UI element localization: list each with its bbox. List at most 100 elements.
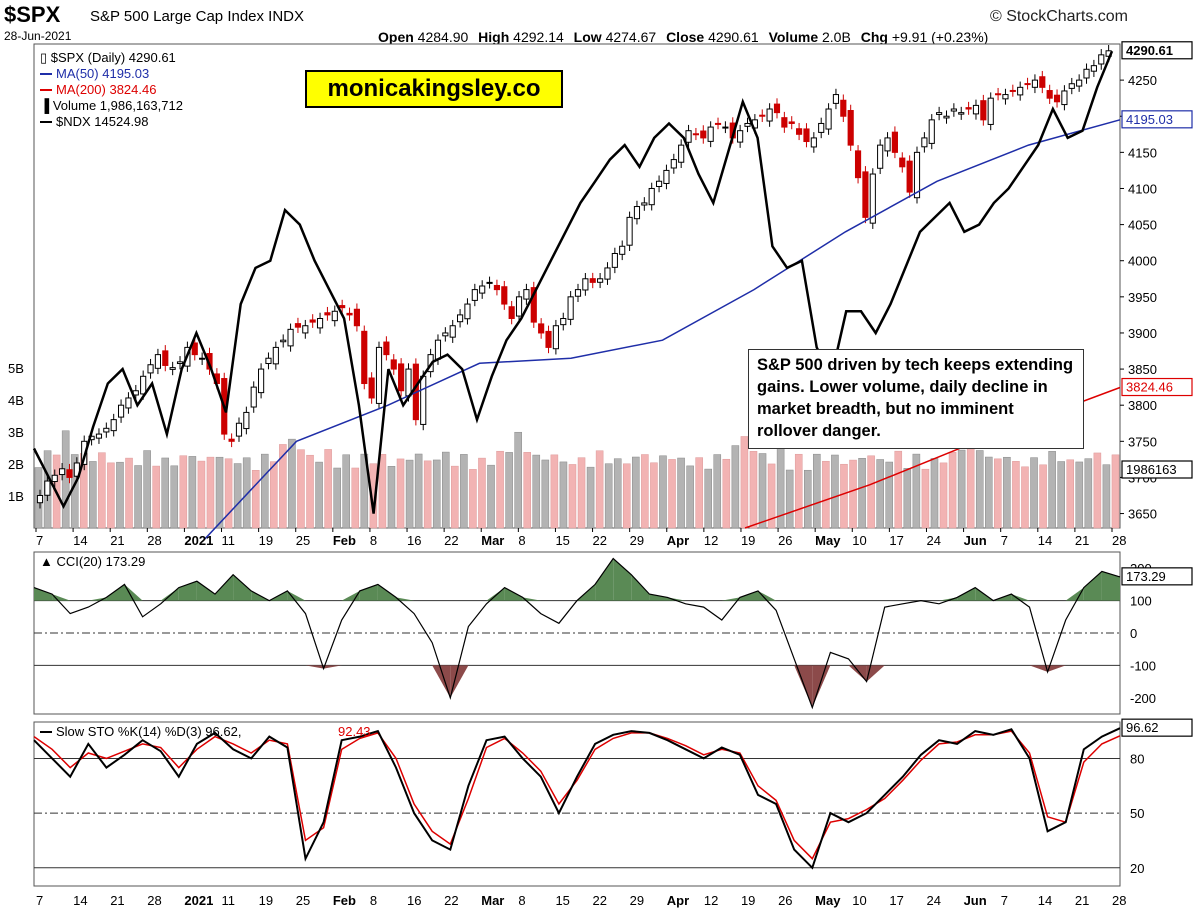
x-tick-label: 14 <box>1038 533 1052 548</box>
volume-bar <box>107 462 115 529</box>
volume-bar <box>315 461 323 529</box>
x-tick-label: 28 <box>147 533 161 548</box>
volume-bar <box>1093 452 1102 529</box>
cci-badge-box <box>1121 567 1193 586</box>
volume-bar <box>867 455 875 529</box>
volume-bar <box>804 469 812 529</box>
cci-fill-pos <box>504 587 523 601</box>
candle-body <box>560 318 567 326</box>
candle-body <box>515 296 523 317</box>
volume-bar <box>541 459 550 529</box>
volume-bar <box>876 459 884 529</box>
candle-body <box>471 289 478 301</box>
candle-body <box>663 169 670 184</box>
volume-bar <box>98 452 106 529</box>
volume-bar <box>659 455 667 529</box>
legend-sto: Slow STO %K(14) %D(3) 96.62, <box>56 724 241 739</box>
candle-body <box>117 404 125 418</box>
volume-bar <box>378 454 387 529</box>
volume-bar <box>686 465 694 529</box>
chg-label: Chg <box>860 29 888 45</box>
volume-bar <box>559 461 568 529</box>
volume-bar <box>604 463 613 529</box>
x-tick-label: 8 <box>370 533 377 548</box>
volume-bar <box>242 457 251 529</box>
x-tick-label: 26 <box>778 533 792 548</box>
volume-tick-label: 2B <box>8 457 24 472</box>
x-tick-label-bottom: 11 <box>222 893 236 908</box>
candle-body <box>147 364 154 374</box>
candle-body <box>1046 90 1053 99</box>
candle-body <box>707 126 714 142</box>
volume-bar <box>650 462 658 529</box>
cci-fill-pos <box>1011 594 1030 601</box>
sto-badge: 96.62 <box>1126 720 1159 735</box>
candle-body <box>1024 83 1031 86</box>
volume-bar <box>767 463 776 529</box>
candle-body <box>884 137 891 152</box>
legend-sto-d: 92.43 <box>338 724 371 739</box>
x-tick-label-bottom: 24 <box>926 893 940 908</box>
candle-body <box>302 325 309 334</box>
candle-body <box>891 131 898 153</box>
cci-fill-pos <box>721 597 740 601</box>
x-tick-label-bottom: 19 <box>259 893 273 908</box>
chg-value: +9.91 (+0.23%) <box>891 29 989 45</box>
volume-bar <box>1066 459 1074 529</box>
x-tick-label: 8 <box>518 533 525 548</box>
price-tick-label: 4150 <box>1128 145 1157 160</box>
cci-fill-neg <box>848 665 867 682</box>
cci-fill-pos <box>649 594 668 601</box>
candle-body <box>641 202 648 206</box>
candle-body <box>383 341 390 356</box>
candle-body <box>899 157 906 168</box>
x-tick-label-bottom: 8 <box>370 893 377 908</box>
cci-fill-neg <box>305 665 324 669</box>
volume-bar <box>577 457 586 529</box>
volume-bar <box>297 449 305 529</box>
cci-fill-neg <box>1047 665 1066 672</box>
candle-body <box>1090 65 1097 72</box>
legend-ma50: MA(50) 4195.03 <box>56 66 149 81</box>
price-panel-frame <box>33 43 1121 529</box>
close-badge-box <box>1121 41 1193 60</box>
volume-bar <box>369 463 378 529</box>
x-tick-label: Feb <box>333 533 356 548</box>
volume-bar <box>442 451 450 529</box>
volume-bar <box>396 458 405 529</box>
cci-fill-pos <box>595 558 614 601</box>
volume-bar <box>306 454 314 529</box>
candle-body <box>1031 79 1039 88</box>
volume-bar <box>351 467 360 529</box>
x-tick-label: 21 <box>1075 533 1089 548</box>
candle-body <box>339 305 346 309</box>
x-tick-label-bottom: 10 <box>852 893 866 908</box>
legend-ndx: $NDX 14524.98 <box>56 114 149 129</box>
legend-cci: ▲ CCI(20) 173.29 <box>40 554 145 569</box>
volume-tick-label: 1B <box>8 489 24 504</box>
cci-fill-pos <box>1083 571 1102 601</box>
candle-body <box>692 133 699 136</box>
volume-bar <box>731 445 740 529</box>
x-tick-label: Mar <box>481 533 504 548</box>
x-tick-label: 28 <box>1112 533 1126 548</box>
volume-bar <box>1012 461 1020 529</box>
volume-bar <box>423 460 432 529</box>
brand-copyright[interactable]: © StockCharts.com <box>989 8 1128 25</box>
x-tick-label-bottom: Feb <box>333 893 356 908</box>
volume-bar <box>677 457 685 529</box>
x-tick-label-bottom: Jun <box>964 893 987 908</box>
cci-fill-pos <box>178 581 197 601</box>
volume-bar <box>921 468 930 529</box>
x-tick-label: 15 <box>555 533 569 548</box>
candle-body <box>972 104 980 115</box>
candle-body <box>633 206 641 220</box>
cci-fill-pos <box>1065 587 1084 601</box>
volume-bar <box>152 465 160 529</box>
volume-bar <box>586 466 595 529</box>
x-tick-label-bottom: 7 <box>36 893 43 908</box>
x-tick-label-bottom: 14 <box>1038 893 1052 908</box>
candle-body <box>420 375 427 425</box>
price-tick-label: 3750 <box>1128 434 1157 449</box>
